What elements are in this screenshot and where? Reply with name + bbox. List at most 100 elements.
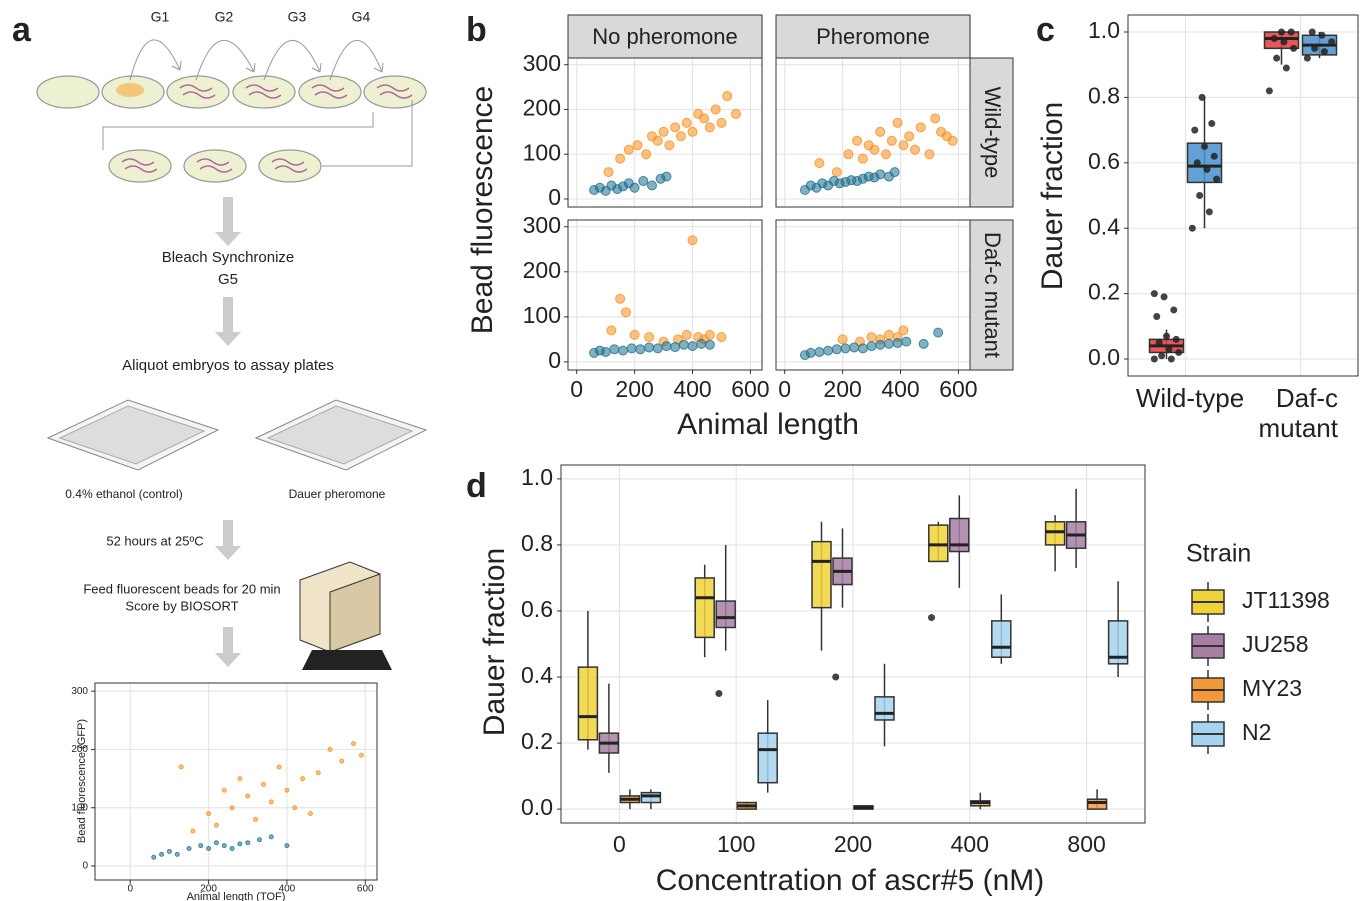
- plate-label: 0.4% ethanol (control): [65, 487, 182, 501]
- x-tick-label: 600: [731, 376, 769, 402]
- point: [206, 811, 212, 817]
- point: [1265, 87, 1273, 95]
- y-tick-label: 300: [523, 212, 561, 238]
- point: [206, 846, 212, 852]
- panel-label: c: [1036, 11, 1055, 49]
- y-tick-label: 1.0: [521, 464, 553, 490]
- point: [889, 167, 900, 178]
- point: [875, 126, 886, 137]
- point: [229, 846, 235, 852]
- point: [704, 329, 715, 340]
- point: [615, 293, 626, 304]
- point: [1208, 120, 1216, 128]
- point: [1167, 355, 1175, 363]
- point: [618, 345, 629, 356]
- point: [351, 741, 356, 747]
- point: [681, 329, 692, 340]
- point: [626, 343, 637, 354]
- point: [237, 841, 243, 847]
- x-tick-label: 200: [615, 376, 653, 402]
- point: [1282, 64, 1290, 72]
- point: [814, 158, 825, 169]
- y-tick-label: 0.6: [1088, 148, 1120, 174]
- point: [603, 167, 614, 178]
- point: [699, 113, 710, 124]
- step-text: Bleach Synchronize: [162, 249, 295, 266]
- legend-label: N2: [1242, 719, 1271, 745]
- y-tick-label: 0: [548, 347, 561, 373]
- y-tick-label: 0: [548, 184, 561, 210]
- point: [166, 848, 172, 854]
- point: [904, 131, 915, 142]
- point: [849, 342, 860, 353]
- panel-border: [567, 57, 763, 208]
- point: [1205, 208, 1213, 216]
- step-text: 52 hours at 25ºC: [106, 533, 203, 548]
- point: [1328, 38, 1336, 46]
- legend-label: MY23: [1242, 675, 1302, 701]
- point: [1270, 35, 1278, 43]
- x-tick-label: 400: [279, 884, 296, 895]
- point: [1172, 335, 1180, 343]
- point: [315, 770, 321, 776]
- point: [276, 764, 282, 770]
- x-tick-label: 0: [613, 831, 626, 857]
- point: [159, 851, 165, 857]
- point: [300, 776, 306, 782]
- x-tick-label: 200: [834, 831, 872, 857]
- y-tick-label: 0.0: [1088, 344, 1120, 370]
- point: [1196, 192, 1204, 199]
- generation-label: G2: [215, 9, 234, 25]
- y-tick-label: 0.8: [1088, 82, 1120, 108]
- point: [245, 840, 251, 846]
- panel-label: b: [466, 11, 487, 49]
- point: [644, 332, 655, 343]
- point: [260, 781, 266, 787]
- point: [909, 144, 920, 155]
- point: [875, 339, 886, 350]
- panel-label: a: [12, 11, 32, 49]
- point: [1198, 93, 1206, 101]
- x-axis-title: Animal length: [677, 408, 859, 441]
- x-tick-label: 100: [717, 831, 755, 857]
- strip: [969, 219, 1014, 371]
- box: [1086, 798, 1108, 810]
- point: [843, 149, 854, 160]
- point: [1160, 293, 1168, 301]
- x-tick-label: 0: [127, 884, 133, 895]
- point: [898, 140, 909, 151]
- workflow-diagram: [36, 39, 428, 670]
- point: [710, 104, 721, 115]
- point: [268, 799, 274, 805]
- y-axis-title: Dauer fraction: [478, 548, 511, 736]
- box: [1107, 620, 1129, 665]
- x-tick-label: 0: [570, 376, 583, 402]
- legend-label: JU258: [1242, 631, 1308, 657]
- y-tick-label: 200: [71, 744, 88, 755]
- point: [652, 343, 663, 354]
- y-tick-label: 1.0: [1088, 17, 1120, 43]
- plate-label: Dauer pheromone: [289, 487, 386, 501]
- point: [1213, 175, 1221, 183]
- point: [831, 344, 842, 355]
- point: [1308, 28, 1316, 36]
- point: [1175, 348, 1183, 356]
- point: [1193, 159, 1201, 167]
- y-tick-label: 0.4: [1088, 213, 1120, 239]
- point: [615, 153, 626, 164]
- point: [869, 144, 880, 155]
- point: [805, 347, 816, 358]
- y-tick-label: 100: [523, 302, 561, 328]
- point: [716, 117, 727, 128]
- panel-background: [1128, 15, 1358, 376]
- x-tick-label: 0: [778, 376, 791, 402]
- point: [229, 805, 235, 811]
- point: [284, 843, 290, 849]
- x-tick-label: Daf-c mutant: [1258, 383, 1339, 443]
- point: [892, 337, 903, 348]
- legend-title: Strain: [1186, 540, 1251, 568]
- point: [339, 758, 345, 764]
- step-text: Aliquot embryos to assay plates: [122, 357, 334, 374]
- box: [715, 600, 736, 629]
